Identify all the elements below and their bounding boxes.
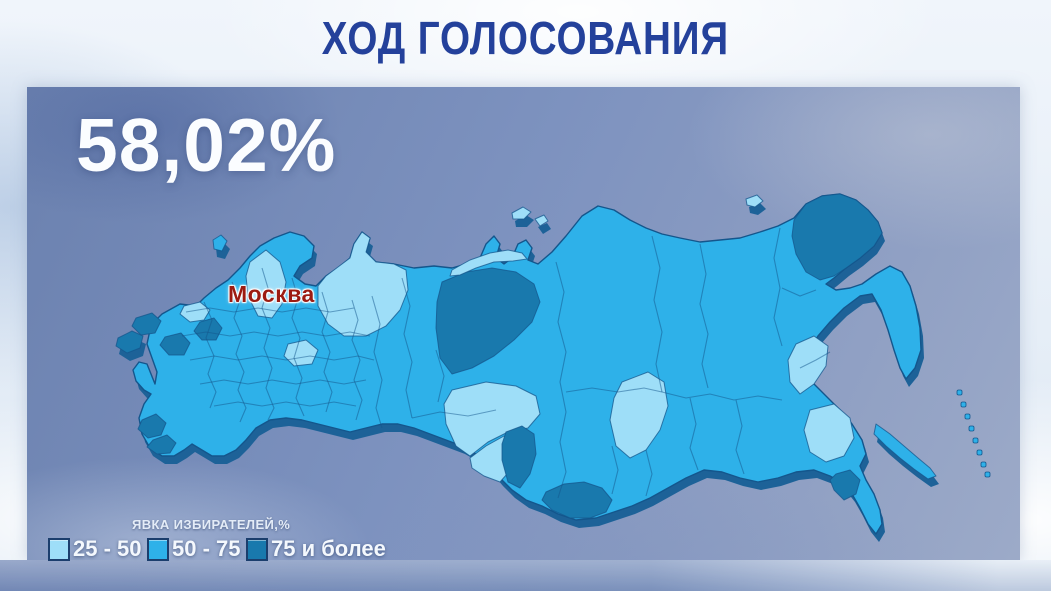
legend-item-50-75: 50 - 75 — [147, 536, 241, 562]
legend-swatch-dark — [246, 537, 268, 561]
legend-item-75-plus: 75 и более — [246, 536, 386, 562]
page-title: ХОД ГОЛОСОВАНИЯ — [321, 12, 730, 64]
legend-title: ЯВКА ИЗБИРАТЕЛЕЙ,% — [132, 517, 291, 532]
moscow-city-label: Москва — [228, 281, 315, 307]
header: ХОД ГОЛОСОВАНИЯ — [0, 8, 1051, 68]
legend-swatch-light — [48, 537, 70, 561]
panel-bottom-edge — [0, 560, 1051, 591]
turnout-value: 58,02% — [76, 103, 337, 187]
legend-label: 25 - 50 — [73, 536, 142, 561]
legend-item-25-50: 25 - 50 — [48, 536, 142, 562]
legend-label: 75 и более — [271, 536, 386, 561]
legend-swatch-medium — [147, 537, 169, 561]
legend-label: 50 - 75 — [172, 536, 241, 561]
